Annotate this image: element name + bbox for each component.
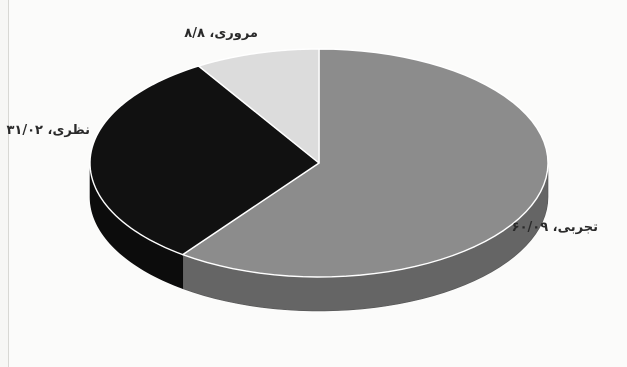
slice-label-tajrobi: تجربی، ۶۰/۰۹ (512, 220, 598, 235)
pie-slice-tajrobi (182, 48, 549, 278)
slice-label-moruri: مروری، ۸/۸ (184, 26, 258, 41)
pie-slice-moruri (197, 48, 320, 164)
pie-top (89, 48, 549, 278)
pie-slice-nazari (89, 65, 320, 256)
slice-label-nazari: نظری، ۳۱/۰۲ (6, 123, 90, 138)
